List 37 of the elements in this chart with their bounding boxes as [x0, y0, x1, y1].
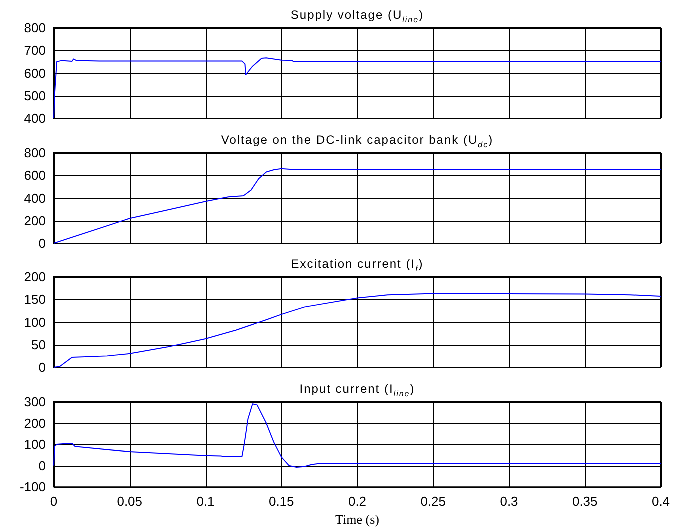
y-tick-label: 500	[24, 88, 46, 104]
x-tick-label: 0.05	[117, 494, 143, 509]
y-tick-label: 0	[38, 236, 46, 250]
y-tick-label: -100	[20, 479, 46, 494]
chart-title: Input current (I$_{line}$)	[298, 382, 416, 398]
y-tick-label: 0	[38, 360, 46, 375]
y-tick-label: 50	[32, 337, 46, 352]
x-tick-label: 0.2	[348, 494, 367, 509]
y-tick-label: 800	[24, 20, 46, 36]
x-tick-label: 0.25	[420, 494, 446, 509]
y-tick-label: 200	[24, 270, 46, 284]
y-tick-label: 300	[24, 394, 46, 409]
x-tick-label: 0.4	[652, 494, 670, 509]
y-tick-label: 200	[24, 415, 46, 430]
x-axis-title: Time (s)	[336, 512, 380, 526]
y-tick-label: 400	[24, 111, 46, 126]
y-tick-label: 600	[24, 168, 46, 183]
y-tick-label: 700	[24, 43, 46, 58]
line-series	[54, 293, 662, 368]
chart-title: Supply voltage (U$_{line}$)	[290, 8, 426, 24]
y-tick-label: 800	[24, 145, 46, 160]
line-series	[54, 58, 662, 119]
x-tick-label: 0.1	[196, 494, 215, 509]
x-tick-label: 0.3	[500, 494, 518, 509]
y-tick-label: 600	[24, 66, 46, 81]
chart-title: Voltage on the DC-link capacitor bank (U$_{dc}$)	[220, 132, 495, 149]
y-tick-label: 100	[24, 436, 46, 452]
y-tick-label: 400	[24, 190, 46, 206]
x-tick-label: 0.15	[268, 494, 294, 509]
chart-title: Excitation current (I$_{f}$)	[290, 257, 425, 274]
x-tick-label: 0	[50, 494, 58, 509]
x-tick-label: 0.35	[572, 494, 598, 509]
y-tick-label: 200	[24, 212, 46, 228]
y-tick-label: 150	[24, 292, 46, 308]
y-tick-label: 0	[38, 458, 46, 473]
line-series	[54, 168, 662, 244]
y-tick-label: 100	[24, 314, 46, 330]
